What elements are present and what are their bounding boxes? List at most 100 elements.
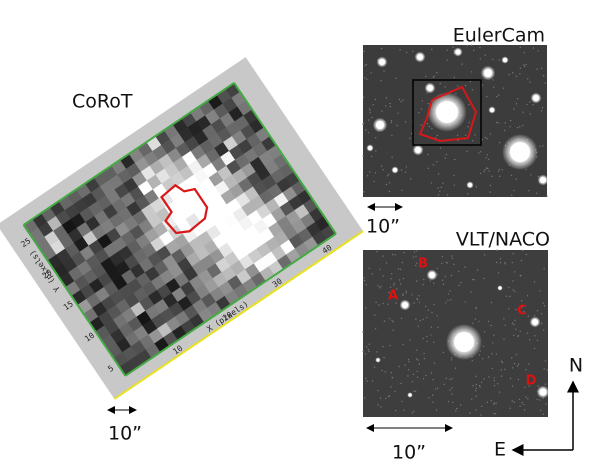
noise bbox=[434, 137, 437, 139]
noise bbox=[366, 175, 369, 177]
noise bbox=[444, 86, 446, 88]
noise bbox=[528, 385, 530, 387]
noise bbox=[371, 380, 374, 382]
noise bbox=[484, 254, 486, 256]
noise bbox=[470, 71, 473, 73]
noise bbox=[493, 402, 495, 404]
noise bbox=[488, 376, 490, 378]
noise bbox=[527, 315, 529, 317]
noise bbox=[513, 334, 515, 337]
star bbox=[415, 147, 421, 153]
noise bbox=[499, 258, 502, 260]
noise bbox=[436, 71, 438, 74]
noise bbox=[447, 293, 450, 295]
noise bbox=[475, 387, 477, 389]
noise bbox=[527, 78, 529, 80]
noise bbox=[422, 378, 425, 380]
noise bbox=[467, 126, 469, 128]
noise bbox=[460, 404, 462, 406]
noise bbox=[415, 358, 418, 360]
noise bbox=[447, 299, 449, 302]
noise bbox=[425, 374, 427, 377]
noise bbox=[528, 190, 530, 192]
noise bbox=[500, 375, 503, 377]
noise bbox=[405, 292, 407, 294]
noise bbox=[427, 153, 429, 156]
noise bbox=[525, 63, 527, 66]
noise bbox=[426, 316, 428, 319]
noise bbox=[500, 369, 502, 371]
noise bbox=[408, 361, 410, 363]
noise bbox=[388, 291, 390, 294]
noise bbox=[472, 322, 474, 324]
noise bbox=[466, 150, 468, 152]
noise bbox=[513, 189, 515, 192]
noise bbox=[489, 191, 491, 193]
noise bbox=[478, 320, 480, 323]
noise bbox=[471, 398, 473, 400]
noise bbox=[480, 151, 482, 153]
noise bbox=[393, 282, 395, 285]
noise bbox=[374, 314, 376, 316]
noise bbox=[398, 365, 400, 368]
noise bbox=[508, 308, 510, 310]
noise bbox=[515, 308, 517, 311]
noise bbox=[418, 295, 420, 297]
noise bbox=[436, 267, 439, 270]
noise bbox=[445, 377, 447, 380]
noise bbox=[439, 190, 441, 193]
noise bbox=[389, 344, 391, 347]
star bbox=[484, 69, 492, 77]
noise bbox=[470, 44, 473, 46]
noise bbox=[365, 63, 368, 66]
noise bbox=[487, 167, 489, 170]
noise bbox=[380, 406, 382, 408]
noise bbox=[449, 378, 451, 381]
noise bbox=[389, 286, 392, 288]
noise bbox=[427, 167, 430, 169]
star bbox=[503, 58, 507, 62]
noise bbox=[397, 268, 400, 270]
noise bbox=[497, 272, 500, 274]
noise bbox=[402, 277, 405, 280]
noise bbox=[405, 290, 407, 292]
noise bbox=[440, 186, 442, 189]
noise bbox=[543, 368, 545, 370]
noise bbox=[461, 63, 463, 65]
noise bbox=[511, 367, 514, 369]
noise bbox=[450, 274, 453, 277]
noise bbox=[446, 49, 448, 51]
noise bbox=[504, 262, 506, 264]
noise bbox=[362, 155, 364, 157]
noise bbox=[416, 250, 418, 252]
noise bbox=[387, 395, 390, 398]
noise bbox=[526, 103, 528, 106]
noise bbox=[415, 264, 417, 267]
noise bbox=[478, 152, 480, 154]
noise bbox=[362, 123, 364, 126]
noise bbox=[367, 132, 370, 134]
noise bbox=[441, 279, 444, 281]
noise bbox=[446, 262, 449, 264]
noise bbox=[439, 147, 442, 149]
noise bbox=[385, 183, 388, 186]
noise bbox=[511, 400, 513, 402]
noise bbox=[479, 58, 481, 60]
noise bbox=[453, 174, 455, 176]
noise bbox=[475, 186, 477, 188]
noise bbox=[513, 108, 515, 110]
noise bbox=[498, 168, 500, 170]
noise bbox=[543, 75, 545, 77]
star bbox=[532, 319, 538, 325]
noise bbox=[390, 278, 392, 280]
noise bbox=[521, 300, 523, 302]
noise bbox=[382, 302, 384, 305]
noise bbox=[513, 401, 515, 403]
noise bbox=[390, 119, 393, 122]
noise bbox=[478, 354, 481, 356]
noise bbox=[433, 362, 436, 364]
noise bbox=[520, 259, 523, 262]
noise bbox=[460, 281, 462, 284]
noise bbox=[385, 105, 387, 107]
